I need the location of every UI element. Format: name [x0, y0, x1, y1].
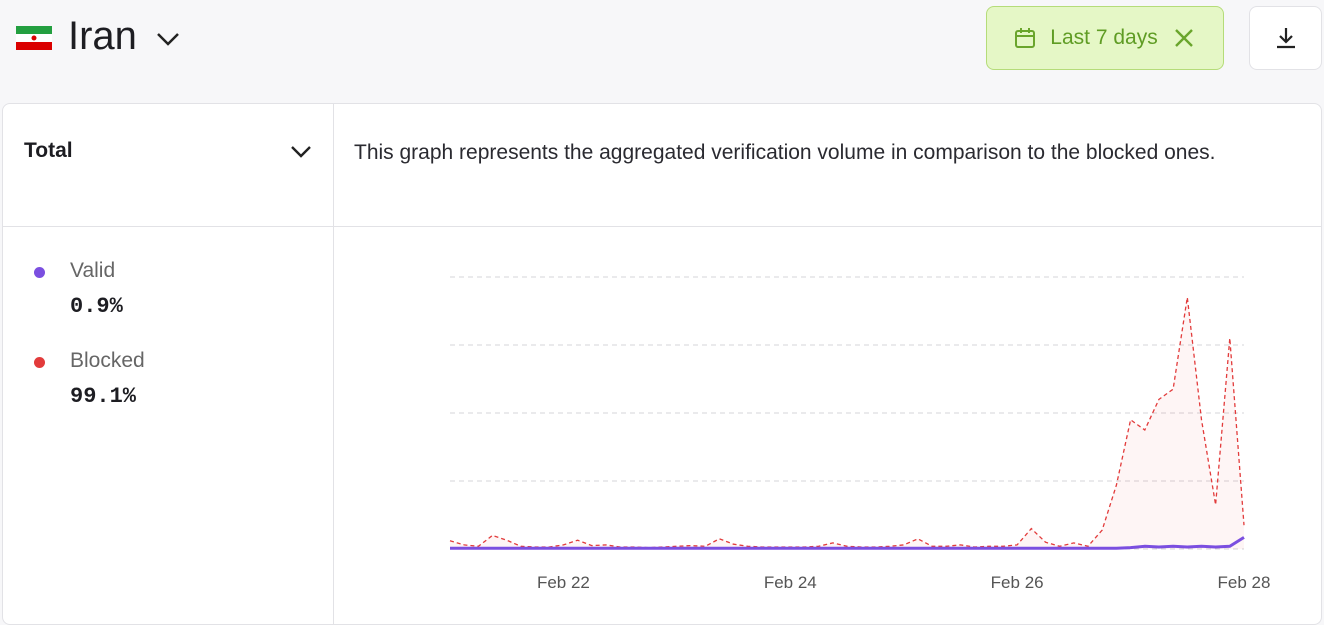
description: This graph represents the aggregated ver… — [354, 141, 1216, 164]
legend-share: 99.1% — [70, 384, 137, 409]
selector-chevron[interactable] — [289, 142, 313, 162]
legend-dot — [34, 357, 45, 368]
download-button[interactable] — [1249, 6, 1322, 70]
series-line — [449, 297, 1245, 549]
x-tick-label: Feb 26 — [991, 573, 1044, 592]
country-name[interactable]: Iran — [68, 14, 137, 58]
series-line — [450, 536, 1245, 550]
clear-filter[interactable] — [1172, 26, 1196, 50]
download-icon — [1276, 28, 1295, 49]
legend-item: Valid 0.9% — [3, 254, 303, 334]
divider — [3, 226, 1321, 227]
calendar-icon — [1015, 28, 1036, 48]
flag — [16, 26, 52, 50]
legend-share: 0.9% — [70, 294, 123, 319]
metric-selector[interactable]: Total — [24, 139, 73, 162]
country-chevron[interactable] — [155, 28, 181, 50]
x-tick-label: Feb 24 — [764, 573, 817, 592]
legend-name: Valid — [70, 259, 116, 282]
area — [450, 297, 1244, 549]
divider — [333, 104, 334, 624]
date-filter[interactable]: Last 7 days — [986, 6, 1224, 70]
legend-item: Blocked 99.1% — [3, 344, 303, 424]
legend-name: Blocked — [70, 349, 145, 372]
x-tick-label: Feb 28 — [1218, 573, 1271, 592]
card: Total This graph represents the aggregat… — [2, 103, 1322, 625]
x-tick-label: Feb 22 — [537, 573, 590, 592]
legend-dot — [34, 267, 45, 278]
date-range: Last 7 days — [1050, 26, 1158, 49]
